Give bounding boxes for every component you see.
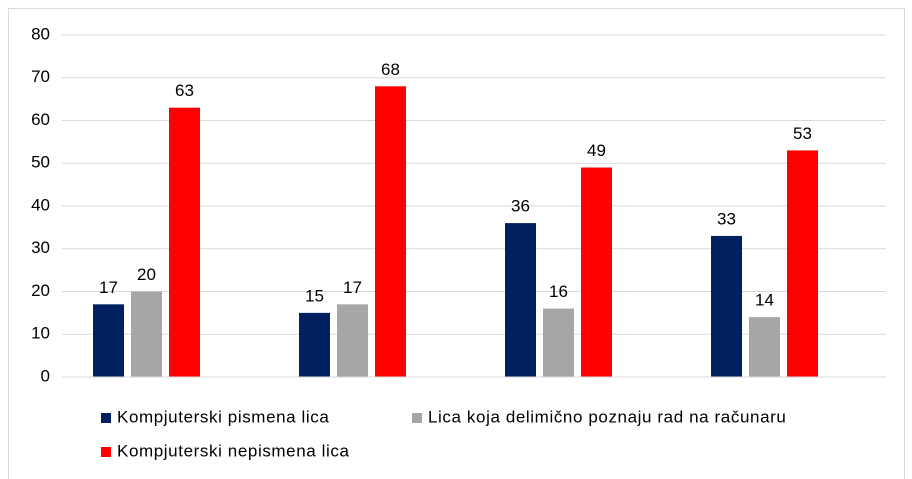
data-label: 36 (511, 197, 530, 216)
data-label: 17 (99, 278, 118, 297)
y-tick-label: 20 (31, 281, 50, 300)
y-tick-label: 50 (31, 153, 50, 172)
bar (93, 304, 124, 377)
data-label: 63 (175, 81, 194, 100)
y-tick-label: 80 (31, 24, 50, 43)
bar (749, 317, 780, 377)
bar (337, 304, 368, 377)
legend-swatch (101, 447, 111, 457)
y-tick-label: 40 (31, 195, 50, 214)
legend-label: Kompjuterski pismena lica (117, 407, 329, 426)
bar (375, 86, 406, 378)
data-label: 33 (717, 209, 736, 228)
legend-swatch (412, 413, 422, 423)
bar (169, 107, 200, 378)
y-tick-label: 30 (31, 238, 50, 257)
legend-swatch (101, 413, 111, 423)
data-label: 14 (755, 291, 774, 310)
data-label: 15 (305, 286, 324, 305)
bar (543, 308, 574, 377)
y-tick-label: 70 (31, 67, 50, 86)
y-tick-label: 10 (31, 324, 50, 343)
chart-border (8, 8, 905, 479)
data-label: 53 (793, 124, 812, 143)
bar (131, 291, 162, 377)
data-label: 68 (381, 60, 400, 79)
legend-label: Kompjuterski nepismena lica (117, 441, 350, 460)
bar (787, 150, 818, 377)
data-label: 49 (587, 141, 606, 160)
bar (299, 312, 330, 377)
bar (581, 167, 612, 377)
y-tick-label: 0 (41, 366, 50, 385)
data-label: 17 (343, 278, 362, 297)
bar (505, 223, 536, 377)
data-label: 16 (549, 282, 568, 301)
data-label: 20 (137, 265, 156, 284)
legend-label: Lica koja delimično poznaju rad na račun… (428, 407, 786, 426)
bar (711, 235, 742, 377)
y-tick-label: 60 (31, 110, 50, 129)
